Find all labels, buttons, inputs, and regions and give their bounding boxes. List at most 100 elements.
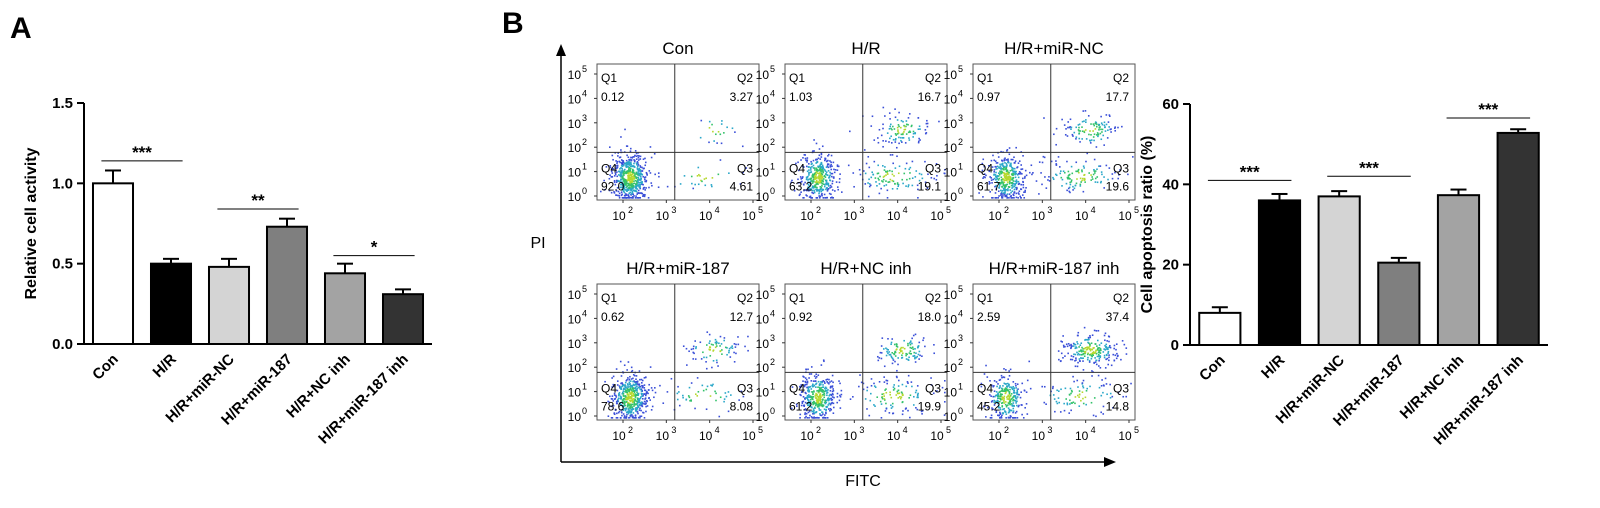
flow-dot	[616, 186, 619, 189]
flow-dot	[724, 392, 727, 394]
flow-dot	[882, 106, 885, 109]
flow-dot	[818, 189, 821, 191]
flow-dot	[1066, 402, 1069, 405]
flow-dot	[632, 178, 634, 180]
flow-dot	[832, 197, 835, 199]
flow-dot	[876, 184, 878, 187]
flow-dot	[918, 137, 920, 140]
flow-dot	[628, 192, 631, 195]
flow-dot	[1080, 349, 1082, 351]
flow-dot	[993, 174, 995, 176]
flow-dot	[1009, 409, 1012, 412]
flow-dot	[898, 352, 901, 354]
flow-dot	[890, 343, 892, 346]
flow-dot	[1096, 339, 1099, 342]
flow-dot	[1079, 344, 1082, 346]
flow-dot	[908, 113, 911, 115]
flow-dot	[805, 409, 808, 412]
flow-dot	[870, 176, 873, 179]
flow-dot	[632, 185, 634, 187]
flow-dot	[721, 349, 723, 351]
flow-dot	[924, 129, 927, 131]
flow-dot	[1104, 126, 1106, 129]
flow-plot-title: Con	[662, 39, 693, 58]
flow-x-tick-exp: 5	[946, 205, 951, 215]
flow-dot	[726, 353, 728, 356]
flow-dot	[813, 391, 815, 393]
flow-dot	[900, 391, 903, 394]
flow-y-tick-exp: 4	[770, 88, 775, 98]
flow-dot	[1106, 357, 1109, 360]
flow-dot	[1098, 351, 1101, 354]
flow-dot	[686, 364, 688, 366]
flow-dot	[1011, 158, 1014, 161]
flow-dot	[1104, 377, 1107, 380]
flow-dot	[1076, 342, 1079, 345]
flow-dot	[886, 379, 889, 382]
flow-dot	[1098, 354, 1100, 356]
flow-y-tick-base: 10	[944, 141, 958, 155]
flow-dot	[637, 156, 640, 159]
flow-dot	[1059, 360, 1062, 363]
flow-dot	[915, 352, 917, 354]
flow-dot	[907, 123, 909, 126]
flow-dot	[629, 173, 632, 175]
flow-dot	[637, 405, 640, 408]
flow-dot	[632, 395, 635, 397]
flow-dot	[804, 408, 807, 410]
flow-dot	[819, 186, 822, 188]
flow-dot	[815, 382, 818, 385]
flow-dot	[813, 384, 815, 387]
flow-dot	[632, 377, 634, 380]
flow-dot	[646, 174, 648, 176]
flow-dot	[982, 196, 984, 198]
flow-dot	[821, 192, 823, 195]
flow-dot	[1099, 126, 1101, 128]
flow-dot	[820, 193, 823, 196]
flow-dot	[918, 172, 921, 175]
flow-dot	[1087, 341, 1089, 344]
flow-dot	[1011, 169, 1013, 171]
flow-dot	[912, 130, 915, 133]
flow-dot	[876, 396, 879, 399]
flow-dot	[808, 386, 811, 388]
flow-dot	[885, 180, 887, 182]
flow-dot	[640, 378, 643, 381]
flow-dot	[727, 391, 730, 393]
flow-x-tick-exp: 4	[1091, 425, 1096, 435]
flow-dot	[648, 170, 651, 172]
flow-dot	[894, 360, 896, 363]
flow-dot	[917, 353, 920, 356]
flow-dot	[622, 399, 624, 402]
flow-dot	[802, 395, 805, 398]
flow-dot	[898, 392, 901, 394]
flow-dot	[896, 376, 898, 379]
flow-dot	[905, 185, 907, 187]
flow-y-tick-exp: 1	[770, 382, 775, 392]
flow-dot	[625, 163, 628, 165]
flow-dot	[1079, 185, 1082, 187]
flow-dot	[926, 122, 929, 125]
flow-dot	[817, 169, 820, 172]
flow-dot	[620, 174, 623, 177]
flow-dot	[831, 398, 834, 401]
y-axis-title: Relative cell activity	[23, 147, 40, 299]
flow-dot	[705, 388, 708, 391]
flow-dot	[819, 403, 821, 406]
flow-dot	[621, 404, 623, 407]
flow-dot	[807, 388, 809, 390]
flow-dot	[819, 381, 822, 383]
flow-dot	[823, 396, 826, 399]
flow-dot	[1008, 400, 1011, 403]
flow-dot	[648, 186, 650, 189]
flow-dot	[687, 395, 690, 397]
flow-y-tick-base: 10	[568, 288, 582, 302]
flow-dot	[634, 399, 636, 402]
flow-dot	[628, 178, 631, 180]
flow-dot	[831, 401, 833, 404]
flow-dot	[1093, 170, 1096, 172]
flow-dot	[823, 185, 826, 188]
flow-dot	[989, 176, 991, 178]
flow-dot	[682, 396, 684, 399]
flow-dot	[816, 394, 818, 396]
